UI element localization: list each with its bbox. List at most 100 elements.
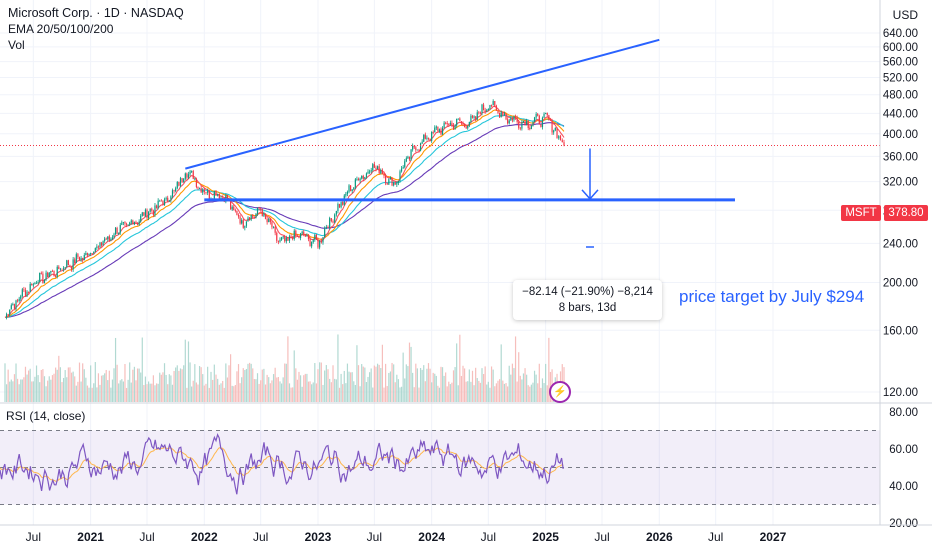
volume-bar <box>350 372 352 402</box>
candle-body <box>549 120 552 121</box>
candle-body <box>451 122 453 125</box>
candle-body <box>48 272 50 278</box>
volume-bar <box>40 369 42 402</box>
candle-body <box>21 289 23 297</box>
candle-body <box>144 209 147 216</box>
candle-body <box>91 253 93 255</box>
volume-bar <box>50 379 52 402</box>
rsi-indicator-label[interactable]: RSI (14, close) <box>6 409 86 423</box>
candle-body <box>26 291 28 297</box>
volume-bar <box>388 372 390 402</box>
candle-body <box>385 175 387 184</box>
candle-body <box>277 240 279 242</box>
candle-body <box>563 142 565 146</box>
candle-body <box>346 191 349 194</box>
currency-label[interactable]: USD <box>892 8 918 22</box>
candle-body <box>151 208 153 211</box>
volume-bar <box>362 366 364 402</box>
volume-bar <box>130 382 132 402</box>
volume-bar <box>86 385 89 402</box>
candle-body <box>508 120 510 124</box>
candle-body <box>31 284 33 286</box>
volume-bar <box>351 372 353 402</box>
candle-body <box>170 196 172 201</box>
volume-bar <box>159 372 161 402</box>
candle-body <box>335 211 337 215</box>
volume-bar <box>494 386 496 402</box>
candle-body <box>383 173 385 176</box>
volume-bar <box>274 367 276 402</box>
candle-body <box>462 123 464 125</box>
candle-body <box>526 121 528 126</box>
volume-bar <box>104 373 106 402</box>
candle-body <box>173 190 175 192</box>
volume-bar <box>513 368 515 402</box>
candle-body <box>388 179 390 185</box>
volume-bar <box>34 376 36 402</box>
volume-bar <box>511 363 513 402</box>
volume-bar <box>343 370 345 402</box>
candle-body <box>284 236 286 242</box>
volume-bar <box>412 372 414 402</box>
volume-bar <box>434 373 436 402</box>
candle-body <box>189 171 191 175</box>
volume-bar <box>413 387 415 402</box>
volume-bar <box>404 378 406 402</box>
candle-body <box>138 221 140 225</box>
candle-body <box>320 240 322 243</box>
volume-bar <box>256 373 259 402</box>
volume-bar <box>325 365 327 402</box>
volume-bar <box>357 365 360 402</box>
candle-body <box>155 205 158 209</box>
volume-bar <box>282 377 284 402</box>
candle-body <box>78 257 81 261</box>
candle-body <box>197 187 199 189</box>
volume-bar <box>268 377 270 402</box>
volume-bar <box>441 367 444 402</box>
volume-indicator-label[interactable]: Vol <box>8 38 25 52</box>
candle-body <box>561 140 563 143</box>
candle-body <box>538 115 540 125</box>
volume-bar <box>410 346 412 402</box>
price-target-annotation[interactable]: price target by July $294 <box>679 287 865 306</box>
volume-bar <box>210 371 212 402</box>
volume-bar <box>21 379 23 402</box>
candle-body <box>119 224 121 233</box>
candle-body <box>143 212 145 216</box>
volume-bar <box>518 352 520 402</box>
volume-bar <box>497 380 499 402</box>
candle-body <box>53 270 55 276</box>
candle-body <box>410 149 412 160</box>
ema-indicator-label[interactable]: EMA 20/50/100/200 <box>8 22 114 36</box>
candle-body <box>404 161 406 168</box>
candle-body <box>9 309 11 315</box>
volume-bar <box>345 383 347 402</box>
candle-body <box>452 124 455 130</box>
candle-body <box>533 117 536 123</box>
volume-bar <box>154 385 156 402</box>
candle-body <box>559 136 562 141</box>
candle-body <box>364 176 366 179</box>
lightning-icon[interactable]: ⚡ <box>549 381 571 403</box>
candle-body <box>13 304 16 309</box>
volume-bar <box>284 363 286 402</box>
candle-body <box>175 188 177 192</box>
candle-body <box>242 220 244 228</box>
volume-bar <box>400 386 403 402</box>
volume-bar <box>393 364 395 402</box>
candle-body <box>118 232 120 234</box>
volume-bar <box>53 373 55 402</box>
candle-body <box>448 124 450 125</box>
volume-bar <box>375 366 377 402</box>
volume-bar <box>277 377 279 402</box>
volume-bar <box>285 363 287 402</box>
volume-bar <box>90 365 92 402</box>
candle-body <box>367 171 369 174</box>
symbol-title[interactable]: Microsoft Corp. · 1D · NASDAQ <box>8 6 184 20</box>
volume-bar <box>437 385 439 402</box>
volume-bar <box>97 373 100 402</box>
volume-bar <box>460 375 463 402</box>
candle-body <box>445 122 447 124</box>
candle-body <box>345 193 347 196</box>
